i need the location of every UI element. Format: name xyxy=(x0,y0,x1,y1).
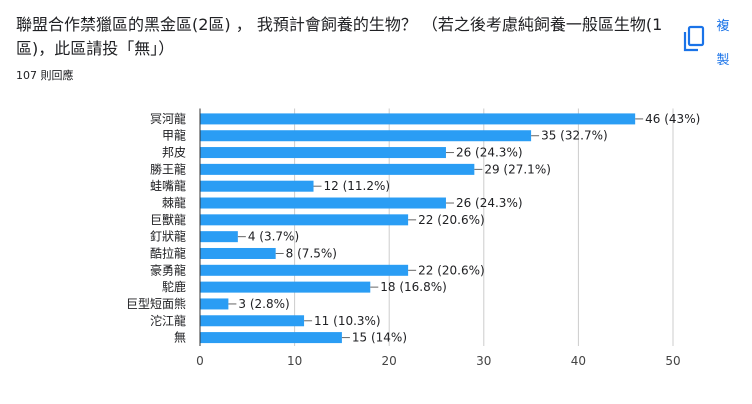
value-label: 18 (16.8%) xyxy=(380,280,447,294)
bar xyxy=(200,147,446,159)
x-tick-label: 10 xyxy=(287,354,302,368)
category-label: 巨獸龍 xyxy=(150,212,186,227)
bar xyxy=(200,214,409,226)
response-count: 107 則回應 xyxy=(16,69,74,82)
category-label: 甲龍 xyxy=(162,128,186,143)
category-label: 無 xyxy=(174,330,186,345)
value-label: 15 (14%) xyxy=(352,331,407,345)
category-label: 沱江龍 xyxy=(150,313,186,328)
bar xyxy=(200,281,371,293)
bar xyxy=(200,113,636,125)
value-label: 35 (32.7%) xyxy=(541,129,608,143)
category-label: 棘龍 xyxy=(162,195,186,210)
x-tick-label: 30 xyxy=(476,354,491,368)
bar xyxy=(200,298,229,310)
value-label: 29 (27.1%) xyxy=(484,162,551,176)
category-label: 蛙嘴龍 xyxy=(150,178,186,193)
category-label: 豪勇龍 xyxy=(150,262,186,277)
bar xyxy=(200,163,475,175)
category-label: 勝王龍 xyxy=(150,161,186,176)
question-title: 聯盟合作禁獵區的黑金區(2區) ， 我預計會飼養的生物？ （若之後考慮純飼養一般… xyxy=(16,15,663,58)
category-label: 冥河龍 xyxy=(150,111,186,126)
category-label: 駝鹿 xyxy=(162,279,186,294)
bar xyxy=(200,247,276,259)
value-label: 8 (7.5%) xyxy=(286,246,337,260)
category-label: 釘狀龍 xyxy=(150,229,186,244)
value-label: 3 (2.8%) xyxy=(238,297,289,311)
category-label: 巨型短面熊 xyxy=(126,296,186,311)
category-label: 邦皮 xyxy=(162,146,186,160)
category-label: 酷拉龍 xyxy=(150,245,186,260)
x-tick-label: 0 xyxy=(196,354,204,368)
x-tick-label: 50 xyxy=(665,354,680,368)
value-label: 22 (20.6%) xyxy=(418,263,485,277)
bar xyxy=(200,180,314,192)
value-label: 12 (11.2%) xyxy=(324,179,391,193)
value-label: 26 (24.3%) xyxy=(456,196,523,210)
value-label: 22 (20.6%) xyxy=(418,213,485,227)
x-tick-label: 40 xyxy=(571,354,586,368)
copy-button[interactable] xyxy=(680,24,708,54)
bar xyxy=(200,197,446,209)
bar xyxy=(200,332,342,344)
value-label: 26 (24.3%) xyxy=(456,146,523,160)
value-label: 4 (3.7%) xyxy=(248,230,299,244)
bar xyxy=(200,264,409,276)
copy-icon xyxy=(683,25,705,52)
bar xyxy=(200,130,532,142)
value-label: 46 (43%) xyxy=(645,112,700,126)
value-label: 11 (10.3%) xyxy=(314,314,381,328)
copy-button-label[interactable]: 複製 xyxy=(716,19,730,68)
bar xyxy=(200,231,238,243)
bar xyxy=(200,315,305,327)
x-tick-label: 20 xyxy=(382,354,397,368)
